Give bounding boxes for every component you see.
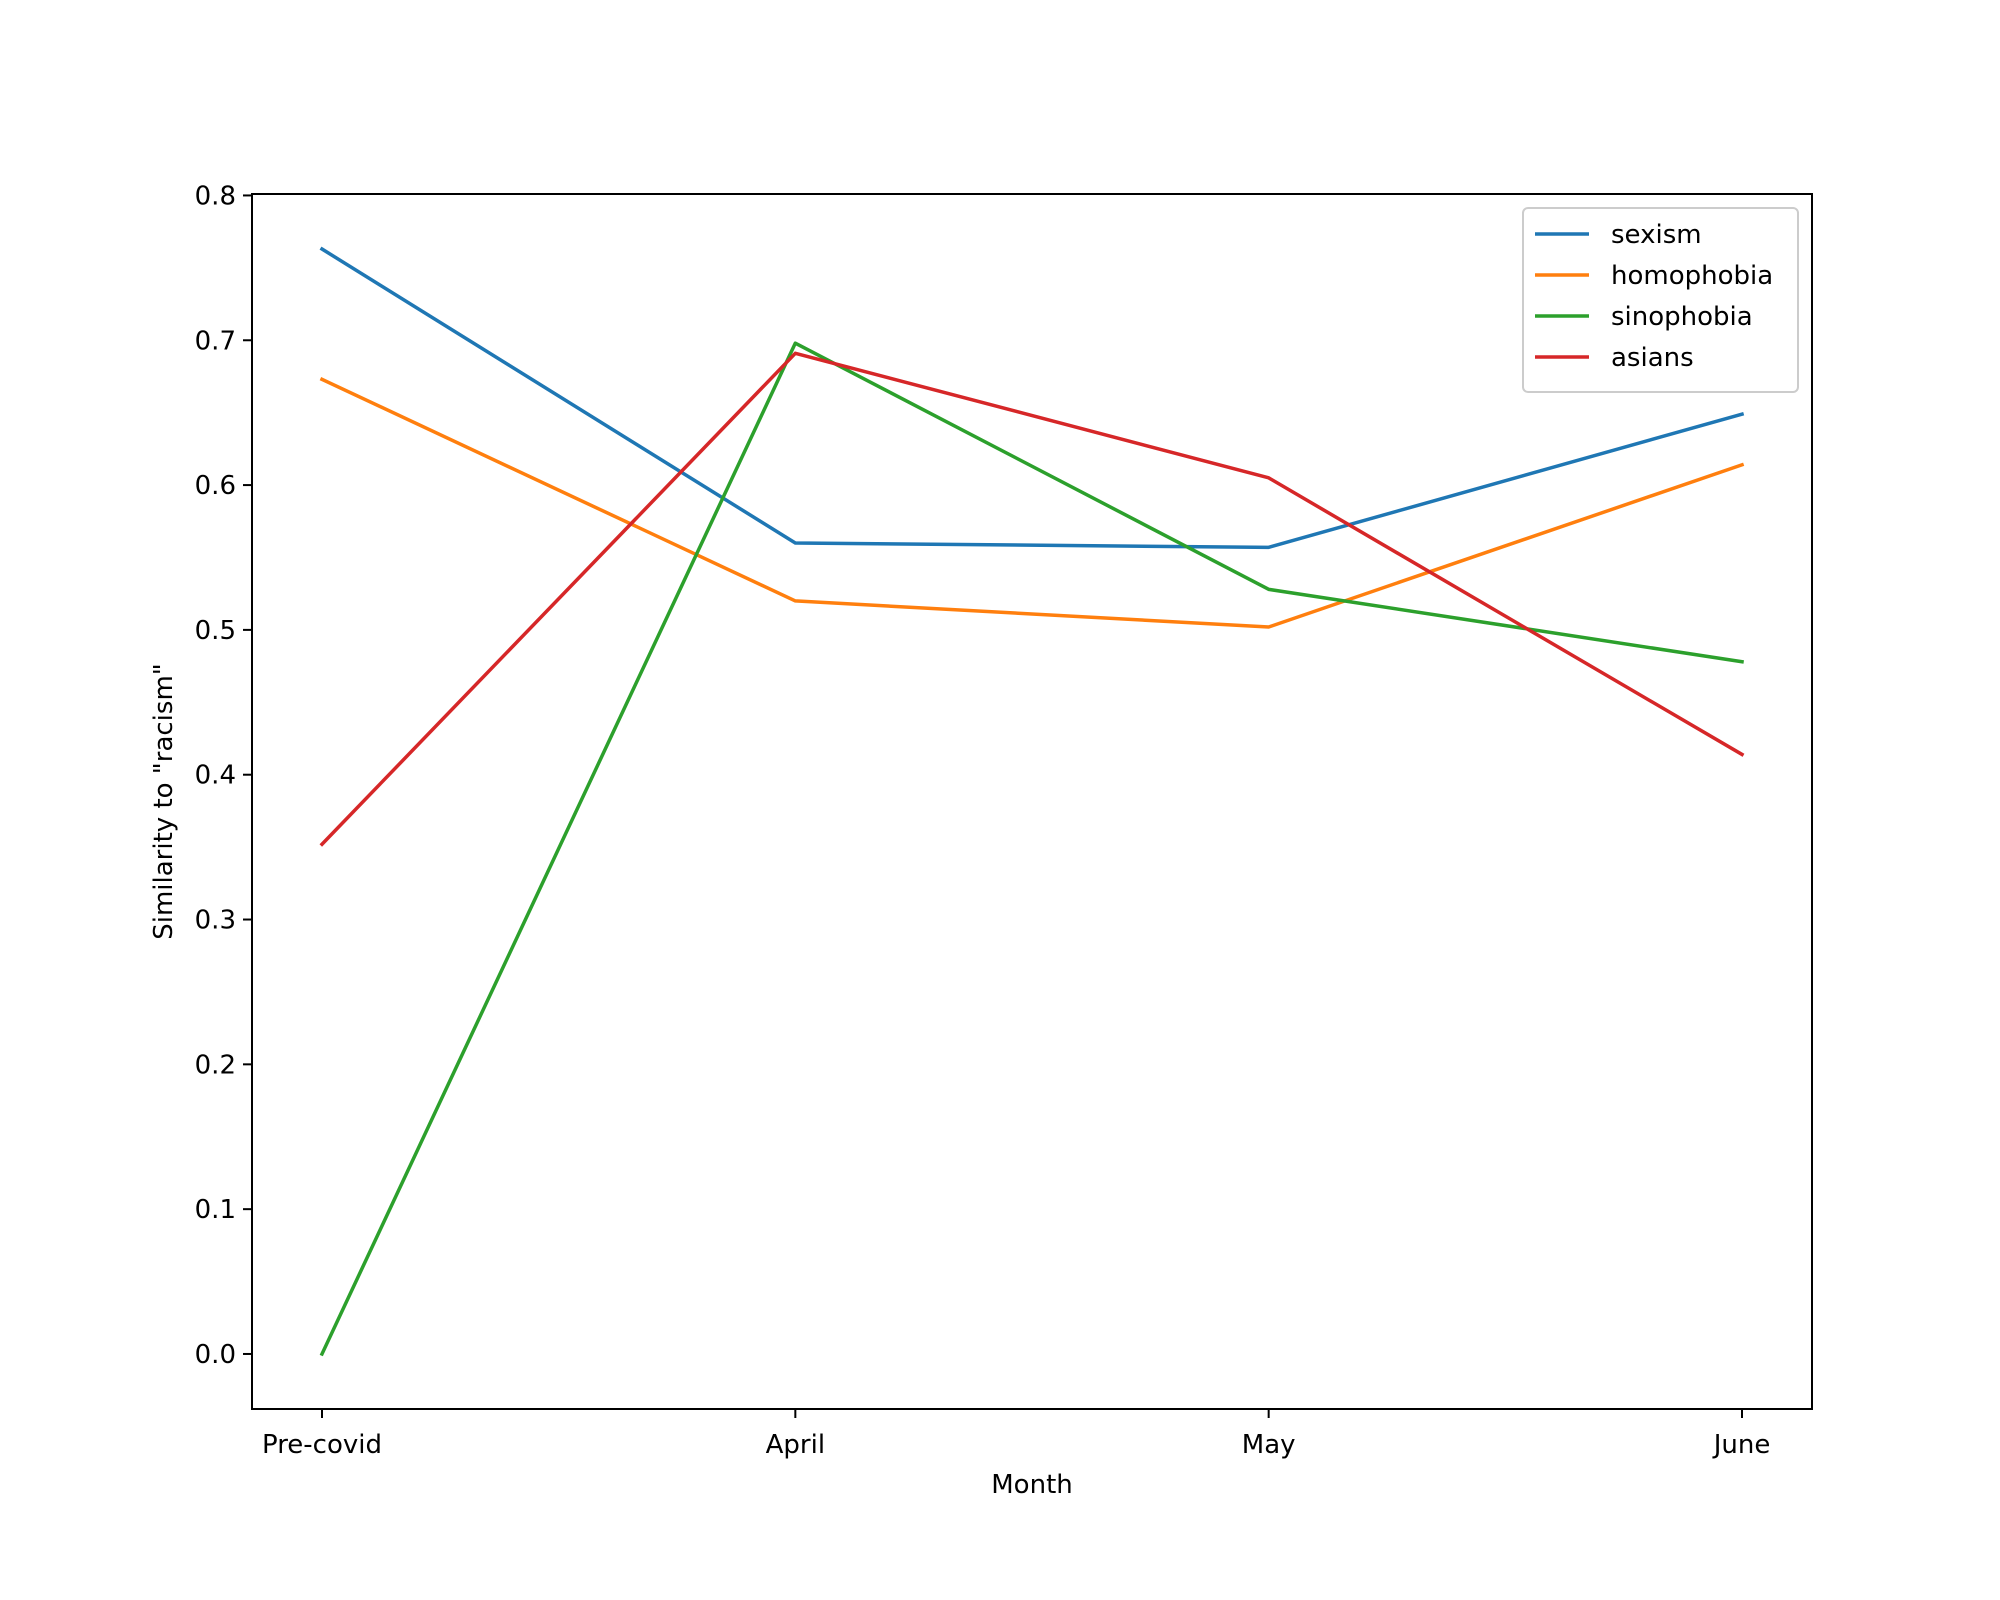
y-axis: 0.0 0.1 0.2 0.3 0.4 0.5 0.6 0.7 0.8 — [195, 181, 252, 1370]
y-tick-label: 0.7 — [195, 326, 236, 356]
x-tick-label: April — [766, 1430, 825, 1460]
y-tick-label: 0.2 — [195, 1050, 236, 1080]
legend-label-homophobia: homophobia — [1611, 261, 1773, 291]
series-line-asians — [319, 351, 1745, 847]
y-tick-label: 0.3 — [195, 906, 236, 936]
x-axis-title: Month — [991, 1470, 1073, 1500]
x-tick-label: June — [1712, 1430, 1771, 1460]
legend: sexism homophobia sinophobia asians — [1522, 207, 1799, 393]
y-tick-label: 0.4 — [195, 761, 236, 791]
legend-box — [1522, 207, 1799, 393]
y-axis-title: Similarity to "racism" — [149, 663, 179, 940]
y-tick-label: 0.6 — [195, 471, 236, 501]
y-tick-label: 0.1 — [195, 1195, 236, 1225]
series-line-sexism — [319, 246, 1745, 550]
y-tick-label: 0.5 — [195, 616, 236, 646]
legend-label-asians: asians — [1611, 343, 1694, 373]
x-tick-label: May — [1242, 1430, 1296, 1460]
y-tick-label: 0.8 — [195, 181, 236, 211]
series-line-homophobia — [319, 377, 1745, 629]
series-line-sinophobia — [319, 341, 1744, 1357]
x-tick-label: Pre-covid — [262, 1430, 382, 1460]
axes-frame — [251, 193, 1813, 1410]
series-layer — [319, 246, 1745, 1357]
y-tick-label: 0.0 — [195, 1340, 236, 1370]
x-axis: Pre-covid April May June — [262, 1409, 1770, 1460]
legend-label-sexism: sexism — [1611, 220, 1702, 250]
legend-label-sinophobia: sinophobia — [1611, 302, 1753, 332]
